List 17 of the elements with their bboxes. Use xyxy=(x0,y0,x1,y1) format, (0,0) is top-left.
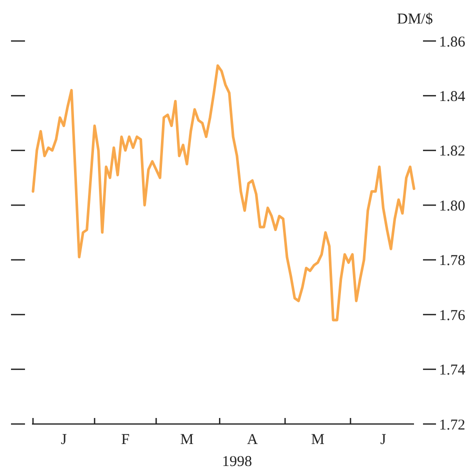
x-tick-label: M xyxy=(311,432,324,448)
x-tick-label: M xyxy=(180,432,194,448)
y-tick-label: 1.82 xyxy=(439,144,466,160)
x-tick-label: A xyxy=(246,432,258,448)
y-tick-label: 1.74 xyxy=(439,362,466,379)
y-axis-title: DM/$ xyxy=(397,11,434,28)
y-tick-label: 1.80 xyxy=(439,198,466,214)
line-series xyxy=(32,64,416,322)
x-tick-label: J xyxy=(60,432,67,448)
y-tick-label: 1.76 xyxy=(439,308,466,324)
x-tick-label: F xyxy=(121,432,130,448)
y-tick-label: 1.86 xyxy=(439,34,466,50)
y-tick-label: 1.72 xyxy=(439,417,466,434)
x-axis-title: 1998 xyxy=(222,454,252,470)
x-tick-label: J xyxy=(380,432,386,448)
y-tick-label: 1.78 xyxy=(439,253,466,270)
y-tick-label: 1.84 xyxy=(439,88,466,105)
